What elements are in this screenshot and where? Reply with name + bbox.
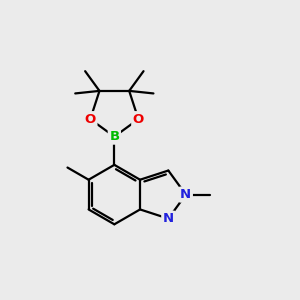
Text: O: O: [85, 113, 96, 126]
Text: N: N: [163, 212, 174, 225]
Text: N: N: [180, 188, 191, 201]
Text: O: O: [133, 113, 144, 126]
Text: B: B: [109, 130, 119, 143]
